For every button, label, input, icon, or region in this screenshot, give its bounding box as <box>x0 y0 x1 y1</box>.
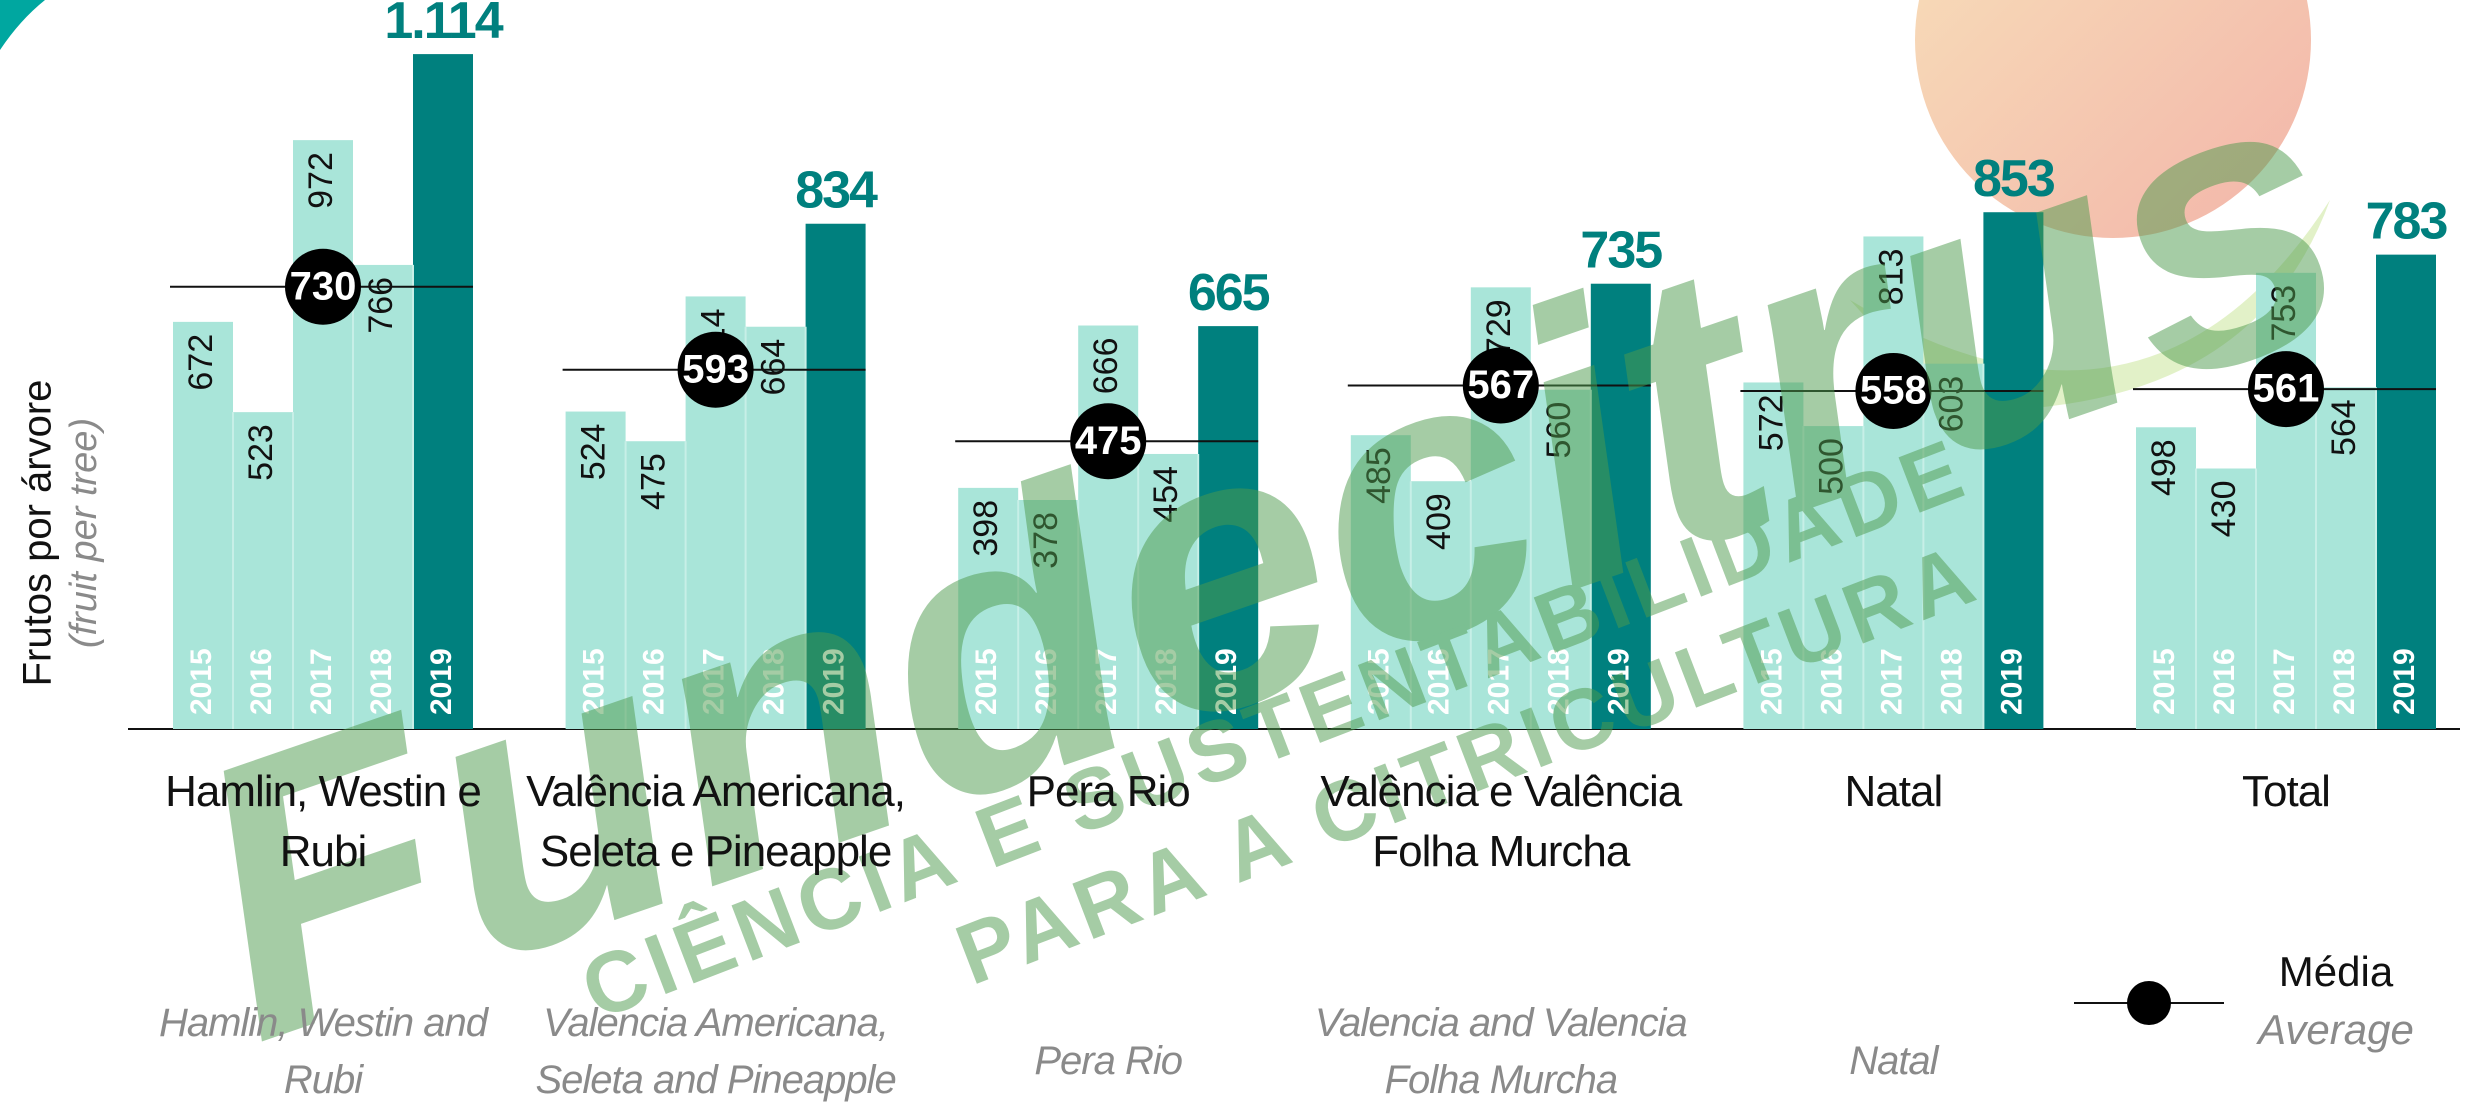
chart: Frutos por árvore (fruit per tree) 2015 6… <box>0 0 2473 1118</box>
value-label: 834 <box>795 161 878 219</box>
value-label: 783 <box>2366 192 2448 250</box>
category-label-en: Valencia and Valencia Folha Murcha <box>1271 995 1731 1109</box>
value-label: 430 <box>2205 480 2243 537</box>
value-label: 475 <box>635 453 673 510</box>
category-label-en: Pera Rio <box>908 1033 1308 1090</box>
value-label: 664 <box>755 339 793 396</box>
value-label: 766 <box>362 277 400 334</box>
category-label: Natal <box>1693 762 2093 822</box>
category-label: Total <box>2086 762 2473 822</box>
year-label: 2015 <box>2148 648 2181 715</box>
mean-label: 730 <box>290 264 357 308</box>
legend-label-en: Average <box>2255 1006 2414 1053</box>
category-label: Valência e Valência Folha Murcha <box>1281 762 1721 882</box>
corner-decoration <box>0 0 45 50</box>
year-label: 2017 <box>1875 648 1908 715</box>
category-label: Hamlin, Westin e Rubi <box>138 762 508 882</box>
value-label: 1.114 <box>384 0 503 50</box>
year-label: 2016 <box>2208 648 2241 715</box>
value-label: 665 <box>1188 264 1270 322</box>
page: Frutos por árvore (fruit per tree) 2015 6… <box>0 0 2473 1118</box>
category-label-en: Natal <box>1693 1033 2093 1090</box>
value-label: 672 <box>182 334 220 391</box>
watermark: Fundecitrus <box>140 0 2392 1118</box>
year-label: 2017 <box>2268 648 2301 715</box>
value-label: 524 <box>575 424 613 481</box>
value-label: 972 <box>302 152 340 209</box>
year-label: 2019 <box>1995 648 2028 715</box>
y-axis-label: Frutos por árvore <box>16 380 60 687</box>
category-label-en: Valencia Americana, Seleta and Pineapple <box>496 995 936 1109</box>
mean-label: 593 <box>682 347 749 391</box>
year-label: 2018 <box>2328 648 2361 715</box>
y-axis-label-en: (fruit per tree) <box>63 418 105 648</box>
year-label: 2018 <box>1935 648 1968 715</box>
category-label: Pera Rio <box>908 762 1308 822</box>
category-label: Valência Americana, Seleta e Pineapple <box>526 762 906 882</box>
legend-label: Média <box>2279 948 2394 995</box>
value-label: 523 <box>242 424 280 481</box>
legend-marker <box>2127 981 2171 1025</box>
year-label: 2019 <box>2388 648 2421 715</box>
category-label-en: Hamlin, Westin and Rubi <box>158 995 488 1109</box>
